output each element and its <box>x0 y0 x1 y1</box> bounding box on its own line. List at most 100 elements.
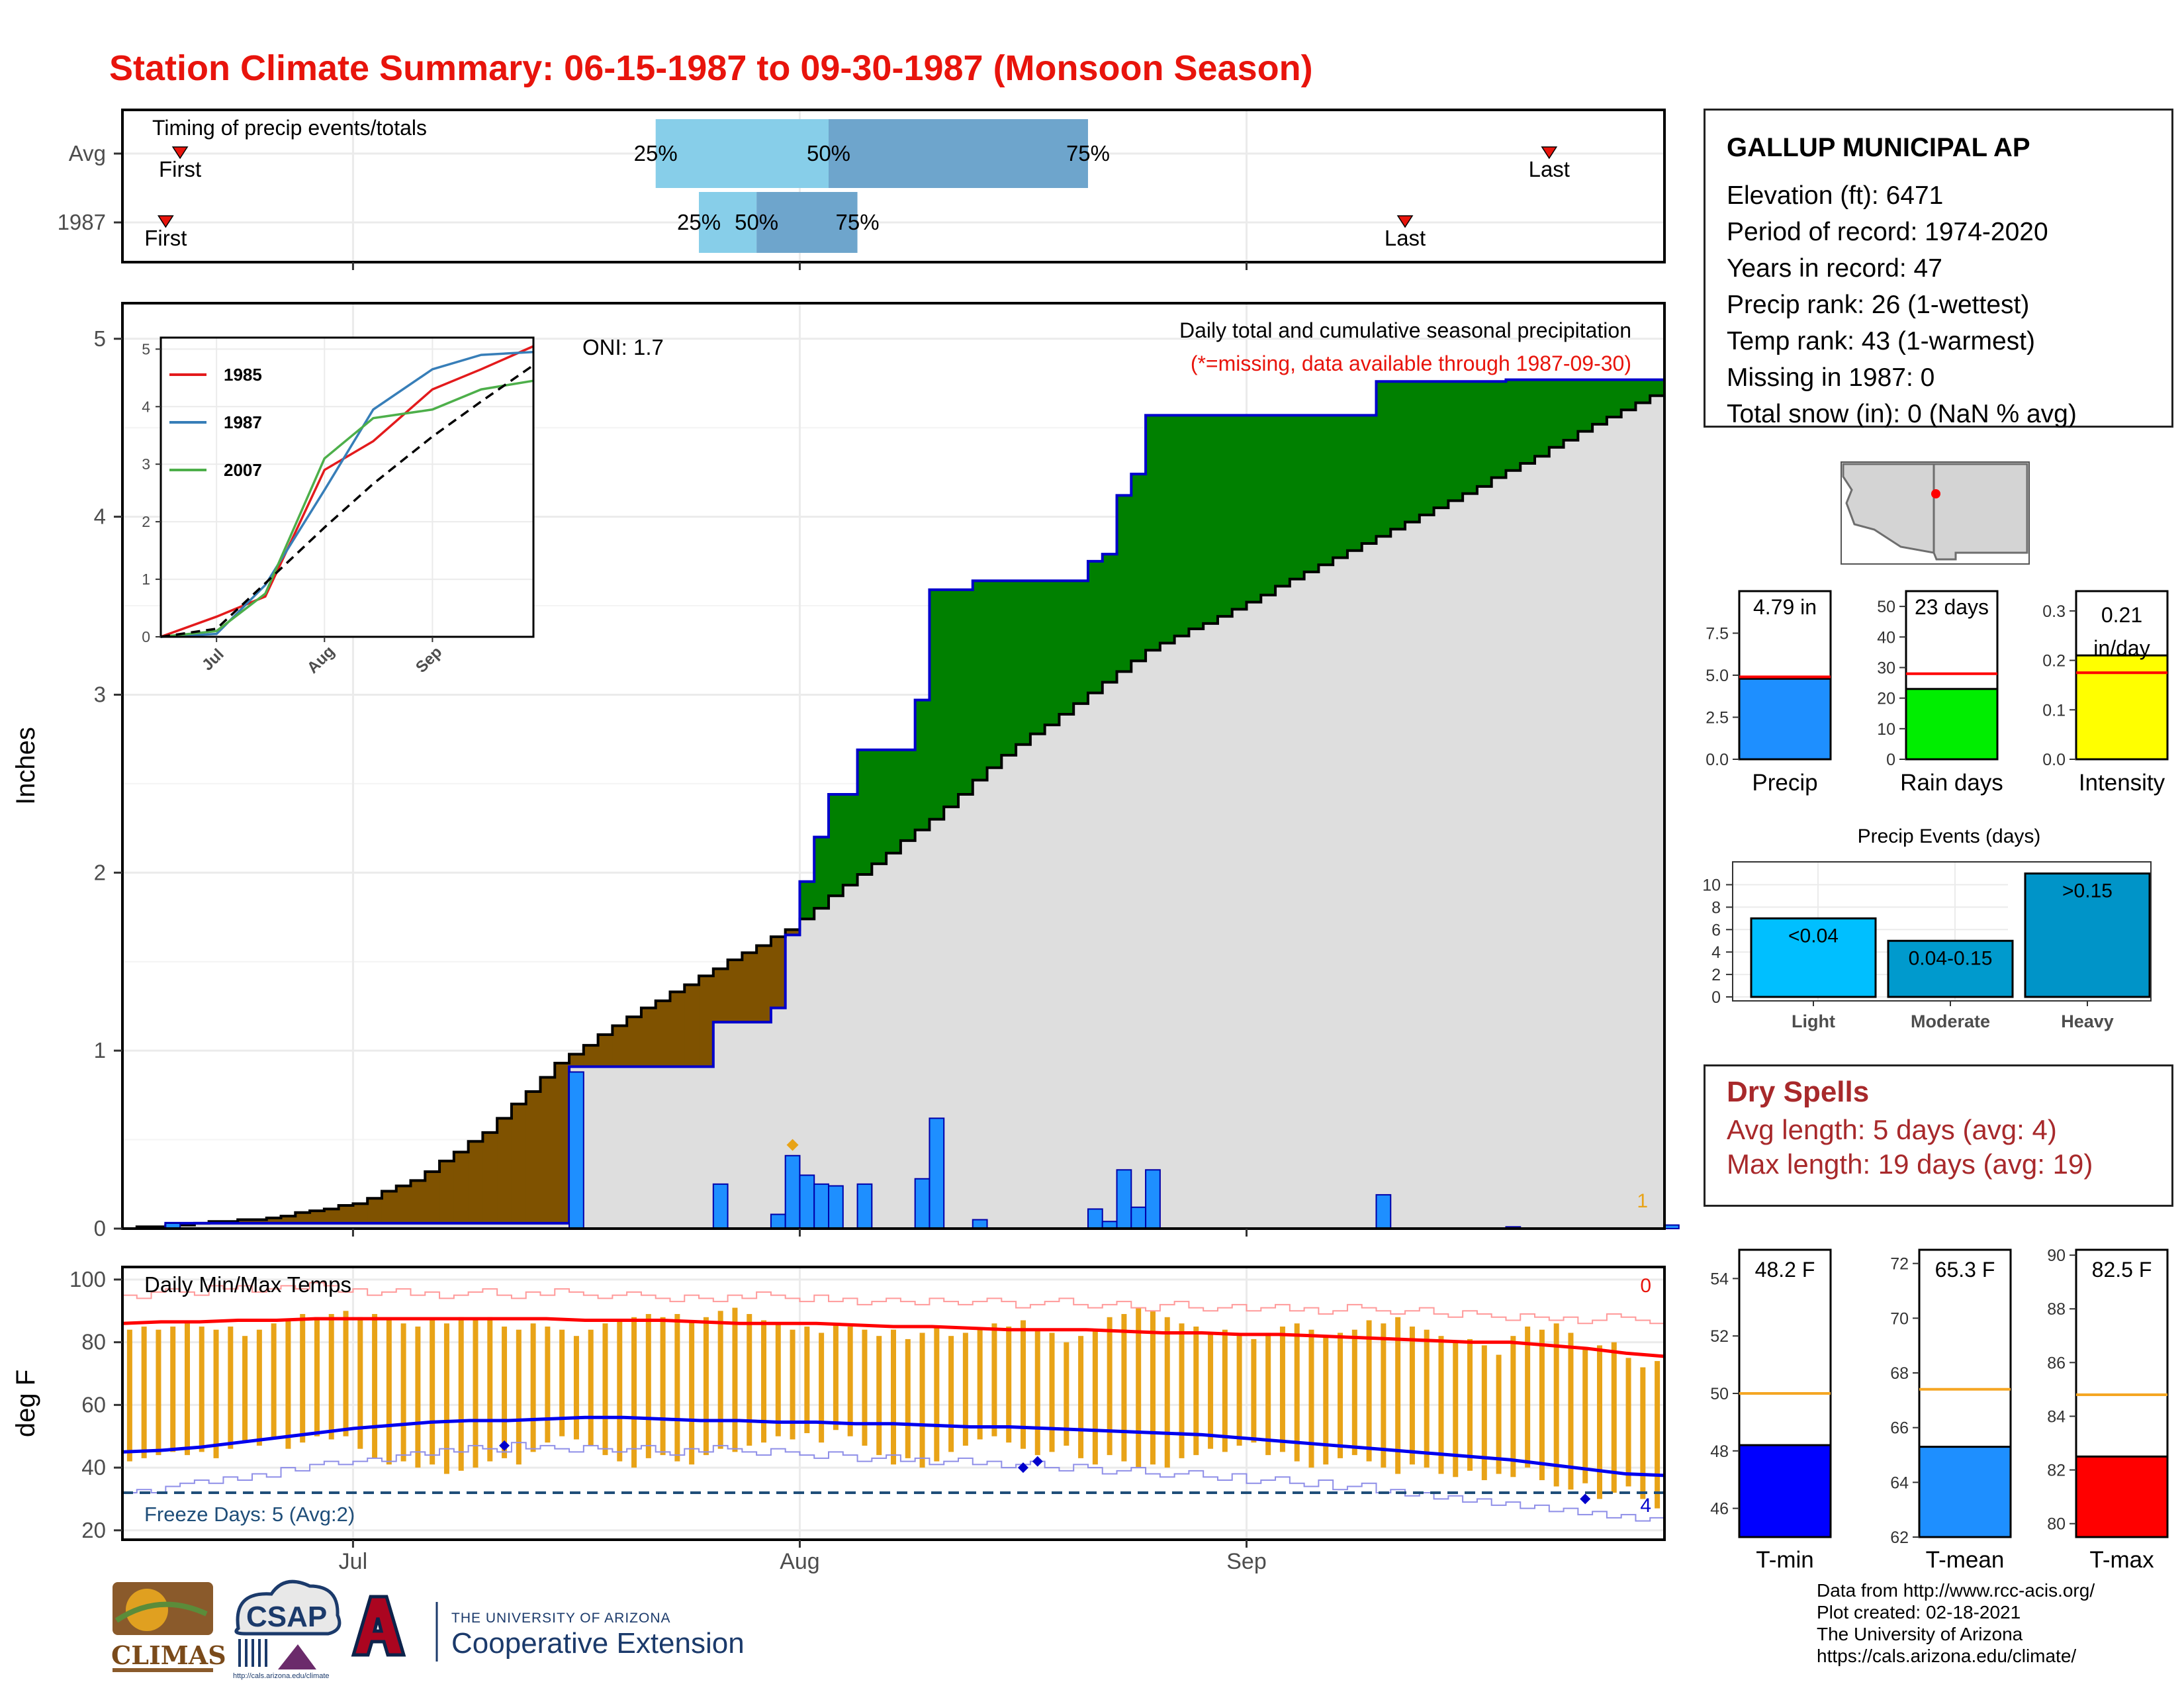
daily-precip-bar <box>1375 1194 1392 1229</box>
daily-temp-bar <box>256 1329 262 1446</box>
deficit-area <box>367 1198 383 1223</box>
surplus-area <box>1491 381 1507 478</box>
cumulative-base-area <box>713 1022 729 1229</box>
timing-first-marker <box>171 146 189 160</box>
cumulative-base-area <box>1016 744 1031 1229</box>
surplus-area <box>1592 379 1608 424</box>
events-bar <box>1887 939 2014 998</box>
cumulative-base-area <box>627 1066 642 1229</box>
mini-chart-value-bar <box>1905 688 1999 761</box>
cumulative-base-area <box>1506 470 1521 1229</box>
inset-legend-label: 1985 <box>224 365 262 385</box>
inset-y-tick-label: 0 <box>142 628 150 645</box>
surplus-area <box>929 589 944 820</box>
deficit-area <box>381 1191 397 1223</box>
cumulative-base-area <box>251 1223 267 1229</box>
temp-mini-tick-label: 70 <box>1890 1309 1909 1328</box>
events-y-tick-label: 2 <box>1711 966 1721 984</box>
surplus-area <box>1016 581 1031 745</box>
cumulative-base-area <box>425 1223 440 1229</box>
deficit-area <box>598 1034 613 1067</box>
daily-temp-bar <box>516 1329 522 1465</box>
daily-temp-bar <box>487 1317 493 1462</box>
surplus-area <box>1376 381 1391 537</box>
daily-temp-bar <box>948 1336 954 1452</box>
station-snow: Total snow (in): 0 (NaN % avg) <box>1727 400 2077 428</box>
cumulative-base-area <box>829 896 844 1229</box>
daily-temp-bar <box>400 1323 406 1462</box>
mini-chart-label: Precip <box>1752 770 1817 796</box>
daily-temp-bar <box>1150 1311 1156 1465</box>
daily-temp-bar <box>977 1329 983 1440</box>
cumulative-base-area <box>1001 755 1017 1229</box>
surplus-area <box>799 881 815 919</box>
cumulative-base-area <box>1578 431 1593 1229</box>
cumulative-base-area <box>180 1225 195 1229</box>
inset-border <box>159 336 535 638</box>
cumulative-base-area <box>1146 650 1161 1229</box>
surplus-area <box>1203 415 1218 624</box>
deficit-area <box>627 1017 642 1067</box>
surplus-area <box>1246 415 1261 602</box>
daily-precip-bar <box>799 1174 815 1230</box>
daily-temp-bar <box>1510 1336 1516 1477</box>
mini-chart-tick-label: 7.5 <box>1706 625 1729 643</box>
cumulative-base-area <box>972 780 988 1229</box>
climas-swoosh-icon <box>114 1601 208 1623</box>
temp-mini-label: T-mean <box>1926 1547 2005 1573</box>
cumulative-base-area <box>814 908 829 1229</box>
events-bar-label: <0.04 <box>1788 925 1839 947</box>
deficit-area <box>713 968 729 1023</box>
daily-precip-bar <box>1145 1169 1161 1229</box>
cumulative-base-area <box>1333 557 1348 1229</box>
cumulative-base-area <box>338 1223 354 1229</box>
daily-temp-bar <box>934 1326 940 1462</box>
temp-mini-tick-label: 82 <box>2047 1462 2066 1480</box>
daily-temp-bar <box>242 1336 248 1443</box>
daily-temp-bar <box>1034 1329 1040 1456</box>
dry-spells-avg: Avg length: 5 days (avg: 4) <box>1727 1114 2057 1145</box>
mini-chart-tick-label: 5.0 <box>1706 667 1729 685</box>
daily-temp-bar <box>415 1326 421 1468</box>
daily-temp-bar <box>732 1307 738 1452</box>
cumulative-base-area <box>381 1223 397 1229</box>
daily-temp-bar <box>1222 1329 1228 1452</box>
cumulative-base-area <box>238 1223 253 1229</box>
temp-mini-tick-label: 68 <box>1890 1364 1909 1383</box>
daily-temp-bar <box>1338 1333 1343 1458</box>
cumulative-base-area <box>1635 402 1651 1229</box>
surplus-area <box>1232 415 1248 610</box>
daily-temp-bar <box>1308 1329 1314 1468</box>
deficit-area <box>266 1217 282 1223</box>
cumulative-base-area <box>1347 550 1363 1229</box>
cumulative-base-area <box>583 1066 599 1229</box>
deficit-area <box>468 1141 483 1223</box>
surplus-area <box>1549 379 1565 447</box>
surplus-area <box>1463 381 1478 494</box>
temp-mini-label: T-max <box>2089 1547 2154 1573</box>
timing-panel-border <box>121 109 1666 263</box>
daily-temp-bar <box>1092 1329 1098 1465</box>
inset-bg <box>161 338 533 637</box>
station-period: Period of record: 1974-2020 <box>1727 218 2048 246</box>
daily-temp-bar <box>1539 1329 1545 1481</box>
temp-mini-value-text: 65.3 F <box>1935 1258 1995 1282</box>
cumulative-base-area <box>194 1223 210 1229</box>
daily-temp-bar <box>199 1326 205 1452</box>
cumulative-base-area <box>511 1223 527 1229</box>
daily-temp-bar <box>919 1333 925 1468</box>
daily-precip-bar <box>914 1178 931 1229</box>
deficit-area <box>785 929 801 935</box>
daily-temp-bar <box>386 1320 392 1465</box>
events-y-tick-label: 6 <box>1711 921 1721 939</box>
temp-mini-tick-label: 52 <box>1710 1327 1729 1346</box>
cumulative-base-area <box>770 1008 786 1229</box>
cumulative-base-area <box>223 1223 238 1229</box>
cumulative-base-area <box>1390 529 1406 1229</box>
temp-mini-label: T-min <box>1756 1547 1814 1573</box>
events-category-label: Moderate <box>1911 1011 1990 1031</box>
daily-temp-bar <box>1294 1323 1300 1462</box>
credit-plot-created: Plot created: 02-18-2021 <box>1817 1602 2021 1622</box>
csap-logo-text: CSAP <box>246 1601 328 1633</box>
